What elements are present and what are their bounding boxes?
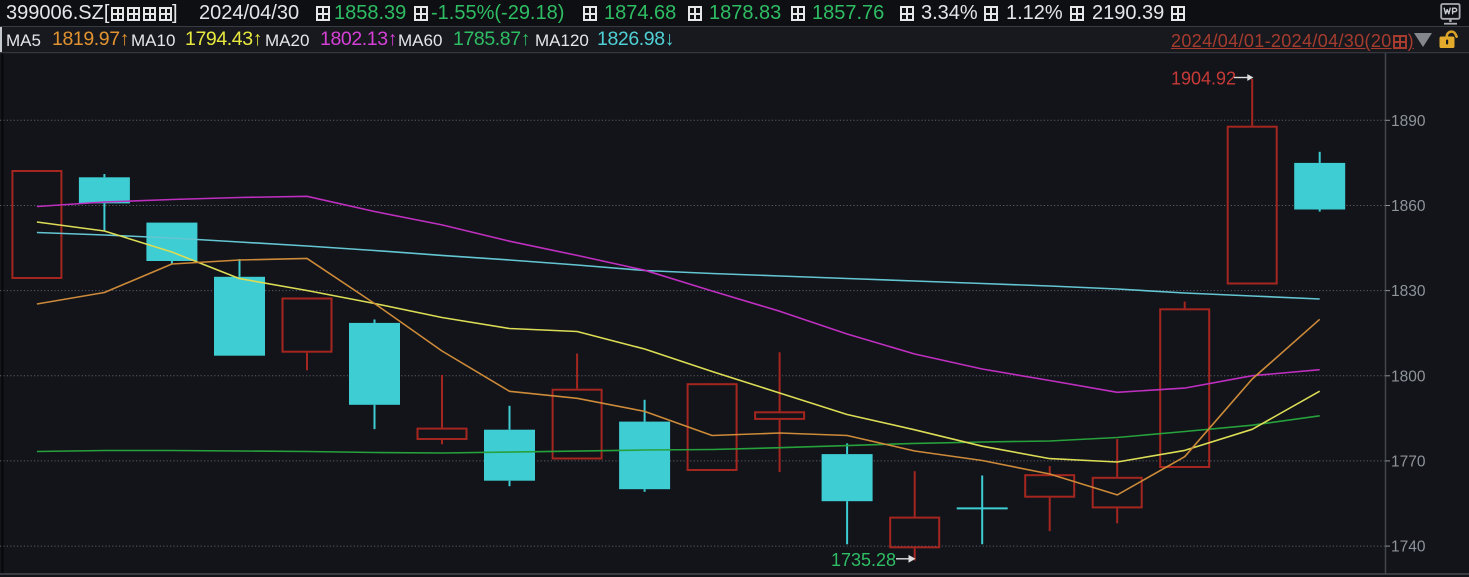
svg-text:1890: 1890 [1391, 113, 1426, 130]
svg-text:1830: 1830 [1391, 283, 1426, 300]
svg-text:1860: 1860 [1391, 198, 1426, 215]
svg-text:1740: 1740 [1391, 539, 1426, 556]
svg-text:1735.28: 1735.28 [831, 550, 896, 570]
svg-text:1904.92: 1904.92 [1171, 69, 1236, 89]
svg-text:1770: 1770 [1391, 453, 1426, 470]
svg-text:1800: 1800 [1391, 368, 1426, 385]
